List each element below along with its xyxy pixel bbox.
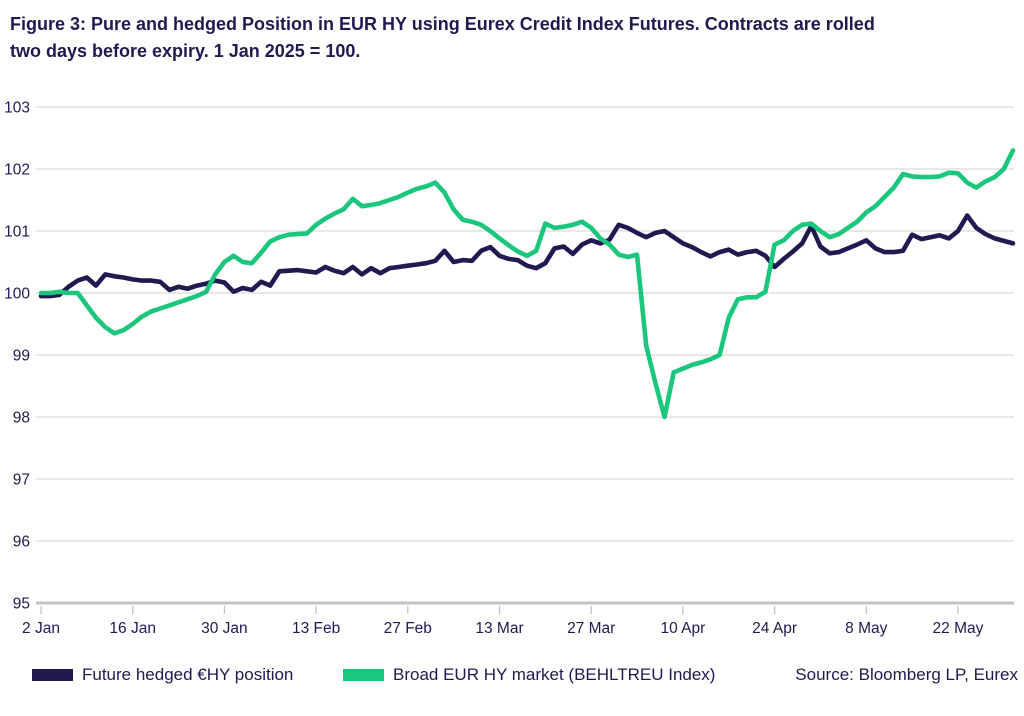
series-line-1 — [38, 148, 1016, 420]
y-tick-label-98: 98 — [13, 410, 30, 427]
x-tick-label: 27 Feb — [384, 620, 432, 637]
x-tick-label: 24 Apr — [752, 620, 797, 637]
x-tick-label: 2 Jan — [22, 620, 60, 637]
legend-swatch-green — [343, 669, 384, 681]
x-tick-label: 13 Mar — [475, 620, 523, 637]
chart-title-line-2: two days before expiry. 1 Jan 2025 = 100… — [10, 41, 361, 61]
chart-title-line-1: Figure 3: Pure and hedged Position in EU… — [10, 14, 875, 34]
y-tick-label-97: 97 — [13, 472, 30, 489]
x-tick-label: 30 Jan — [201, 620, 248, 637]
legend-label-broad-market: Broad EUR HY market (BEHLTREU Index) — [393, 665, 716, 684]
y-tick-label-101: 101 — [4, 224, 30, 241]
legend-label-hedged: Future hedged €HY position — [82, 665, 294, 684]
x-tick-label: 13 Feb — [292, 620, 340, 637]
legend-item-hedged: Future hedged €HY position — [32, 663, 293, 687]
y-tick-label-99: 99 — [13, 348, 30, 365]
x-tick-label: 10 Apr — [660, 620, 705, 637]
y-tick-label-102: 102 — [4, 162, 30, 179]
x-tick-label: 27 Mar — [567, 620, 615, 637]
y-tick-label-96: 96 — [13, 534, 30, 551]
y-tick-label-100: 100 — [4, 286, 30, 303]
x-tick-label: 16 Jan — [109, 620, 156, 637]
series-line-0 — [38, 213, 1016, 299]
chart-title: Figure 3: Pure and hedged Position in EU… — [10, 11, 995, 65]
source-attribution: Source: Bloomberg LP, Eurex — [795, 665, 1018, 684]
legend-swatch-navy — [32, 669, 73, 681]
legend-item-broad-market: Broad EUR HY market (BEHLTREU Index) — [343, 663, 715, 687]
x-tick-label: 22 May — [933, 620, 984, 637]
x-tick-label: 8 May — [845, 620, 887, 637]
y-tick-label-103: 103 — [4, 100, 30, 117]
legend: Future hedged €HY position Broad EUR HY … — [0, 663, 1024, 687]
y-tick-label-95: 95 — [13, 596, 30, 613]
